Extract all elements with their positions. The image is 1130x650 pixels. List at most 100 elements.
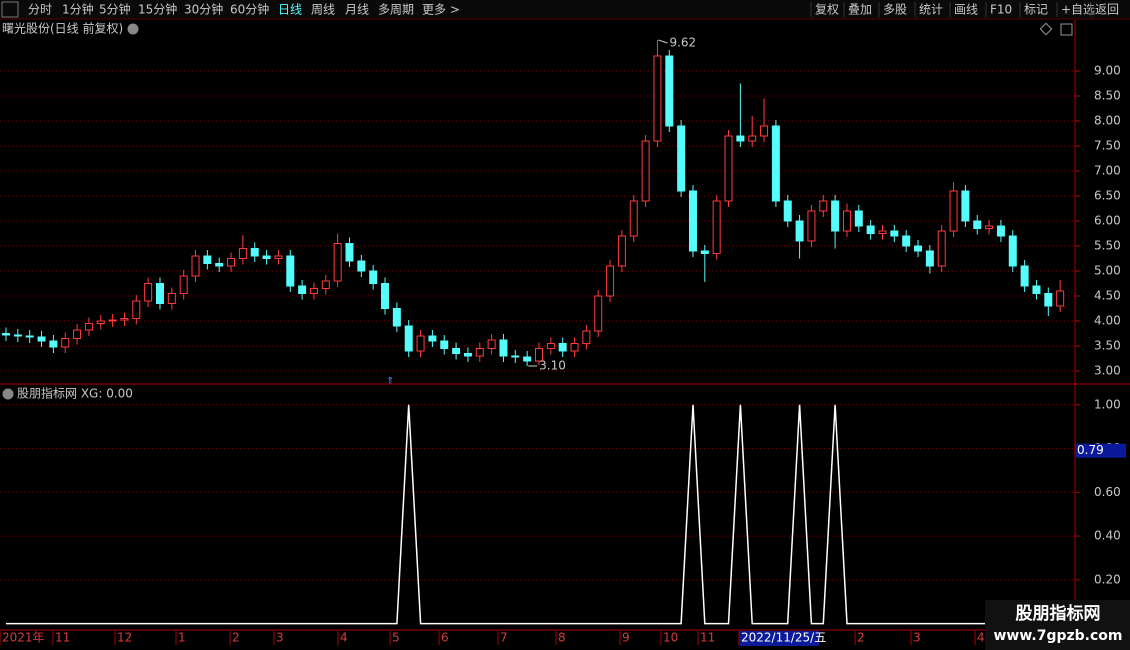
toolbar-button[interactable]: 返回 — [1095, 3, 1119, 17]
y-tick-label: 6.00 — [1094, 214, 1121, 228]
candle-body — [831, 200, 840, 232]
toolbar-tab[interactable]: 1分钟 — [62, 2, 94, 17]
candle-body — [1044, 293, 1053, 307]
date-highlight — [739, 631, 819, 646]
candle-body — [250, 248, 259, 257]
candle-body — [724, 135, 733, 202]
y-tick-label: 9.00 — [1094, 64, 1121, 78]
candle-body — [369, 270, 378, 284]
title-menu-icon[interactable] — [127, 23, 139, 35]
candle-body — [452, 348, 461, 354]
candle-body — [677, 125, 686, 192]
diamond-icon[interactable] — [1039, 22, 1053, 36]
indicator-menu-icon[interactable] — [2, 388, 14, 400]
candle-body — [795, 220, 804, 242]
toolbar-tab[interactable]: 更多 > — [422, 3, 460, 17]
candle-body — [973, 220, 982, 229]
y-tick-label: 5.00 — [1094, 264, 1121, 278]
date-label: 6 — [441, 631, 449, 645]
toolbar-icon[interactable] — [1, 1, 19, 18]
candle-body — [108, 319, 117, 322]
candle-body — [215, 263, 224, 267]
toolbar-button[interactable]: F10 — [990, 3, 1012, 17]
date-label: 5 — [392, 631, 400, 645]
y-tick-label: 1.00 — [1094, 397, 1121, 411]
toolbar-button[interactable]: 统计 — [919, 3, 943, 17]
y-tick-label: 8.00 — [1094, 114, 1121, 128]
candle-body — [606, 265, 615, 297]
y-tick-label: 8.50 — [1094, 89, 1121, 103]
candle-body — [653, 55, 662, 142]
y-tick-label: 0.40 — [1094, 529, 1121, 543]
candle-body — [274, 255, 283, 259]
candle-body — [594, 295, 603, 332]
date-label: 2 — [857, 631, 865, 645]
candle-body — [357, 260, 366, 272]
y-tick-label: 7.00 — [1094, 164, 1121, 178]
candle-body — [760, 125, 769, 137]
date-label: 8 — [558, 631, 566, 645]
candle-body — [191, 255, 200, 277]
toolbar-button[interactable]: 多股 — [883, 3, 907, 17]
candle-body — [381, 283, 390, 309]
candle-body — [937, 230, 946, 267]
toolbar-tab[interactable]: 周线 — [311, 3, 335, 17]
toolbar-button[interactable]: 画线 — [954, 3, 978, 17]
candle-body — [475, 348, 484, 357]
candle-body — [783, 200, 792, 222]
date-label: 2 — [232, 631, 240, 645]
annotation: 9.62 — [669, 36, 696, 50]
candle-body — [961, 190, 970, 222]
toolbar-tab[interactable]: 日线 — [278, 3, 302, 17]
candle-body — [665, 55, 674, 127]
candle-body — [309, 288, 318, 294]
candle-body — [617, 235, 626, 267]
candle-body — [582, 330, 591, 344]
candle-body — [120, 318, 129, 321]
candle-body — [819, 200, 828, 212]
watermark-box — [985, 600, 1130, 650]
candle-body — [1020, 265, 1029, 287]
candle-body — [546, 343, 555, 349]
candle-body — [878, 230, 887, 234]
toolbar-button[interactable]: 叠加 — [848, 3, 872, 17]
candle-body — [499, 339, 508, 357]
candle-body — [416, 335, 425, 352]
candle-body — [84, 323, 93, 331]
toolbar-tab[interactable]: 分时 — [28, 3, 52, 17]
toolbar-tab[interactable]: 多周期 — [378, 3, 414, 17]
candle-body — [25, 335, 34, 338]
candle-body — [132, 300, 141, 319]
date-label: 1 — [178, 631, 186, 645]
candle-body — [73, 329, 82, 339]
toolbar-tab[interactable]: 5分钟 — [99, 2, 131, 17]
date-label: 2021年 — [2, 631, 45, 645]
candle-body — [440, 340, 449, 349]
annotation-arrow — [658, 39, 668, 44]
candle-body — [167, 293, 176, 304]
candle-body — [511, 355, 520, 358]
toolbar-button[interactable]: +自选 — [1061, 3, 1095, 17]
candle-body — [949, 190, 958, 232]
toolbar-button[interactable]: 复权 — [815, 3, 839, 17]
candle-body — [392, 308, 401, 327]
candle-body — [203, 255, 212, 264]
toolbar-tab[interactable]: 30分钟 — [184, 2, 223, 17]
candle-body — [487, 339, 496, 349]
toolbar-tab[interactable]: 月线 — [345, 3, 369, 17]
candle-body — [463, 353, 472, 357]
candle-body — [807, 210, 816, 242]
date-label: 4 — [340, 631, 348, 645]
candle-body — [985, 225, 994, 229]
toolbar-button[interactable]: 标记 — [1024, 3, 1048, 17]
annotation: 3.10 — [539, 359, 566, 373]
candle-body — [535, 348, 543, 362]
candle-body — [179, 275, 188, 294]
toolbar-tab[interactable]: 15分钟 — [138, 2, 177, 17]
toolbar-tab[interactable]: 60分钟 — [230, 2, 269, 17]
panel-icon[interactable] — [1060, 23, 1073, 36]
date-label: 10 — [663, 631, 678, 645]
watermark-url: www.7gpzb.com — [993, 628, 1122, 644]
